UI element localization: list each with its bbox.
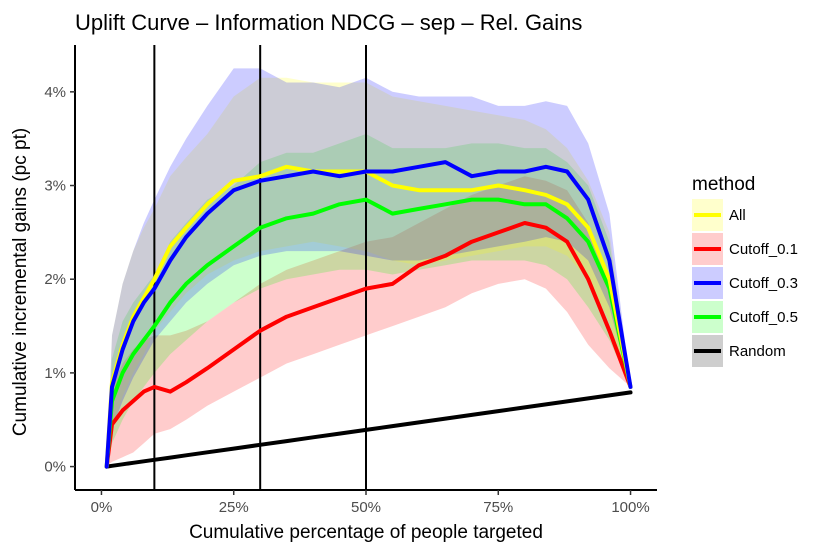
x-tick-label: 75%: [483, 499, 513, 516]
series-line-cutoff-0-1: [104, 221, 633, 469]
y-tick-label: 2%: [44, 271, 66, 288]
confidence-band-cutoff-0-1: [106, 176, 631, 467]
x-tick-label: 25%: [219, 499, 249, 516]
series-line-random: [104, 390, 633, 469]
series-line-all: [104, 164, 633, 469]
confidence-band-all: [106, 77, 631, 467]
plot-area: [104, 45, 633, 490]
legend-label-random: Random: [729, 343, 786, 360]
legend-label-cutoff-0-5: Cutoff_0.5: [729, 309, 798, 326]
x-tick-label: 50%: [351, 499, 381, 516]
confidence-band-cutoff-0-5: [106, 134, 631, 467]
y-tick-label: 4%: [44, 84, 66, 101]
confidence-band-cutoff-0-3: [106, 68, 631, 467]
legend-label-all: All: [729, 207, 746, 224]
chart-title: Uplift Curve – Information NDCG – sep – …: [75, 10, 582, 35]
series-line-cutoff-0-3: [104, 160, 633, 469]
x-axis-label: Cumulative percentage of people targeted: [189, 522, 543, 543]
series-line-cutoff-0-5: [104, 197, 633, 469]
y-tick-label: 1%: [44, 365, 66, 382]
legend: method All Cutoff_0.1 Cutoff_0.3 Cutoff_0.5…: [692, 174, 798, 367]
axes: 0% 1% 2% 3% 4% 0% 25% 50% 75% 100%: [44, 45, 657, 516]
y-tick-label: 3%: [44, 178, 66, 195]
legend-title: method: [692, 174, 755, 195]
legend-label-cutoff-0-3: Cutoff_0.3: [729, 275, 798, 292]
legend-label-cutoff-0-1: Cutoff_0.1: [729, 241, 798, 258]
y-tick-label: 0%: [44, 459, 66, 476]
x-tick-label: 0%: [91, 499, 113, 516]
x-tick-label: 100%: [611, 499, 649, 516]
y-axis-label: Cumulative incremental gains (pc pt): [10, 128, 31, 436]
